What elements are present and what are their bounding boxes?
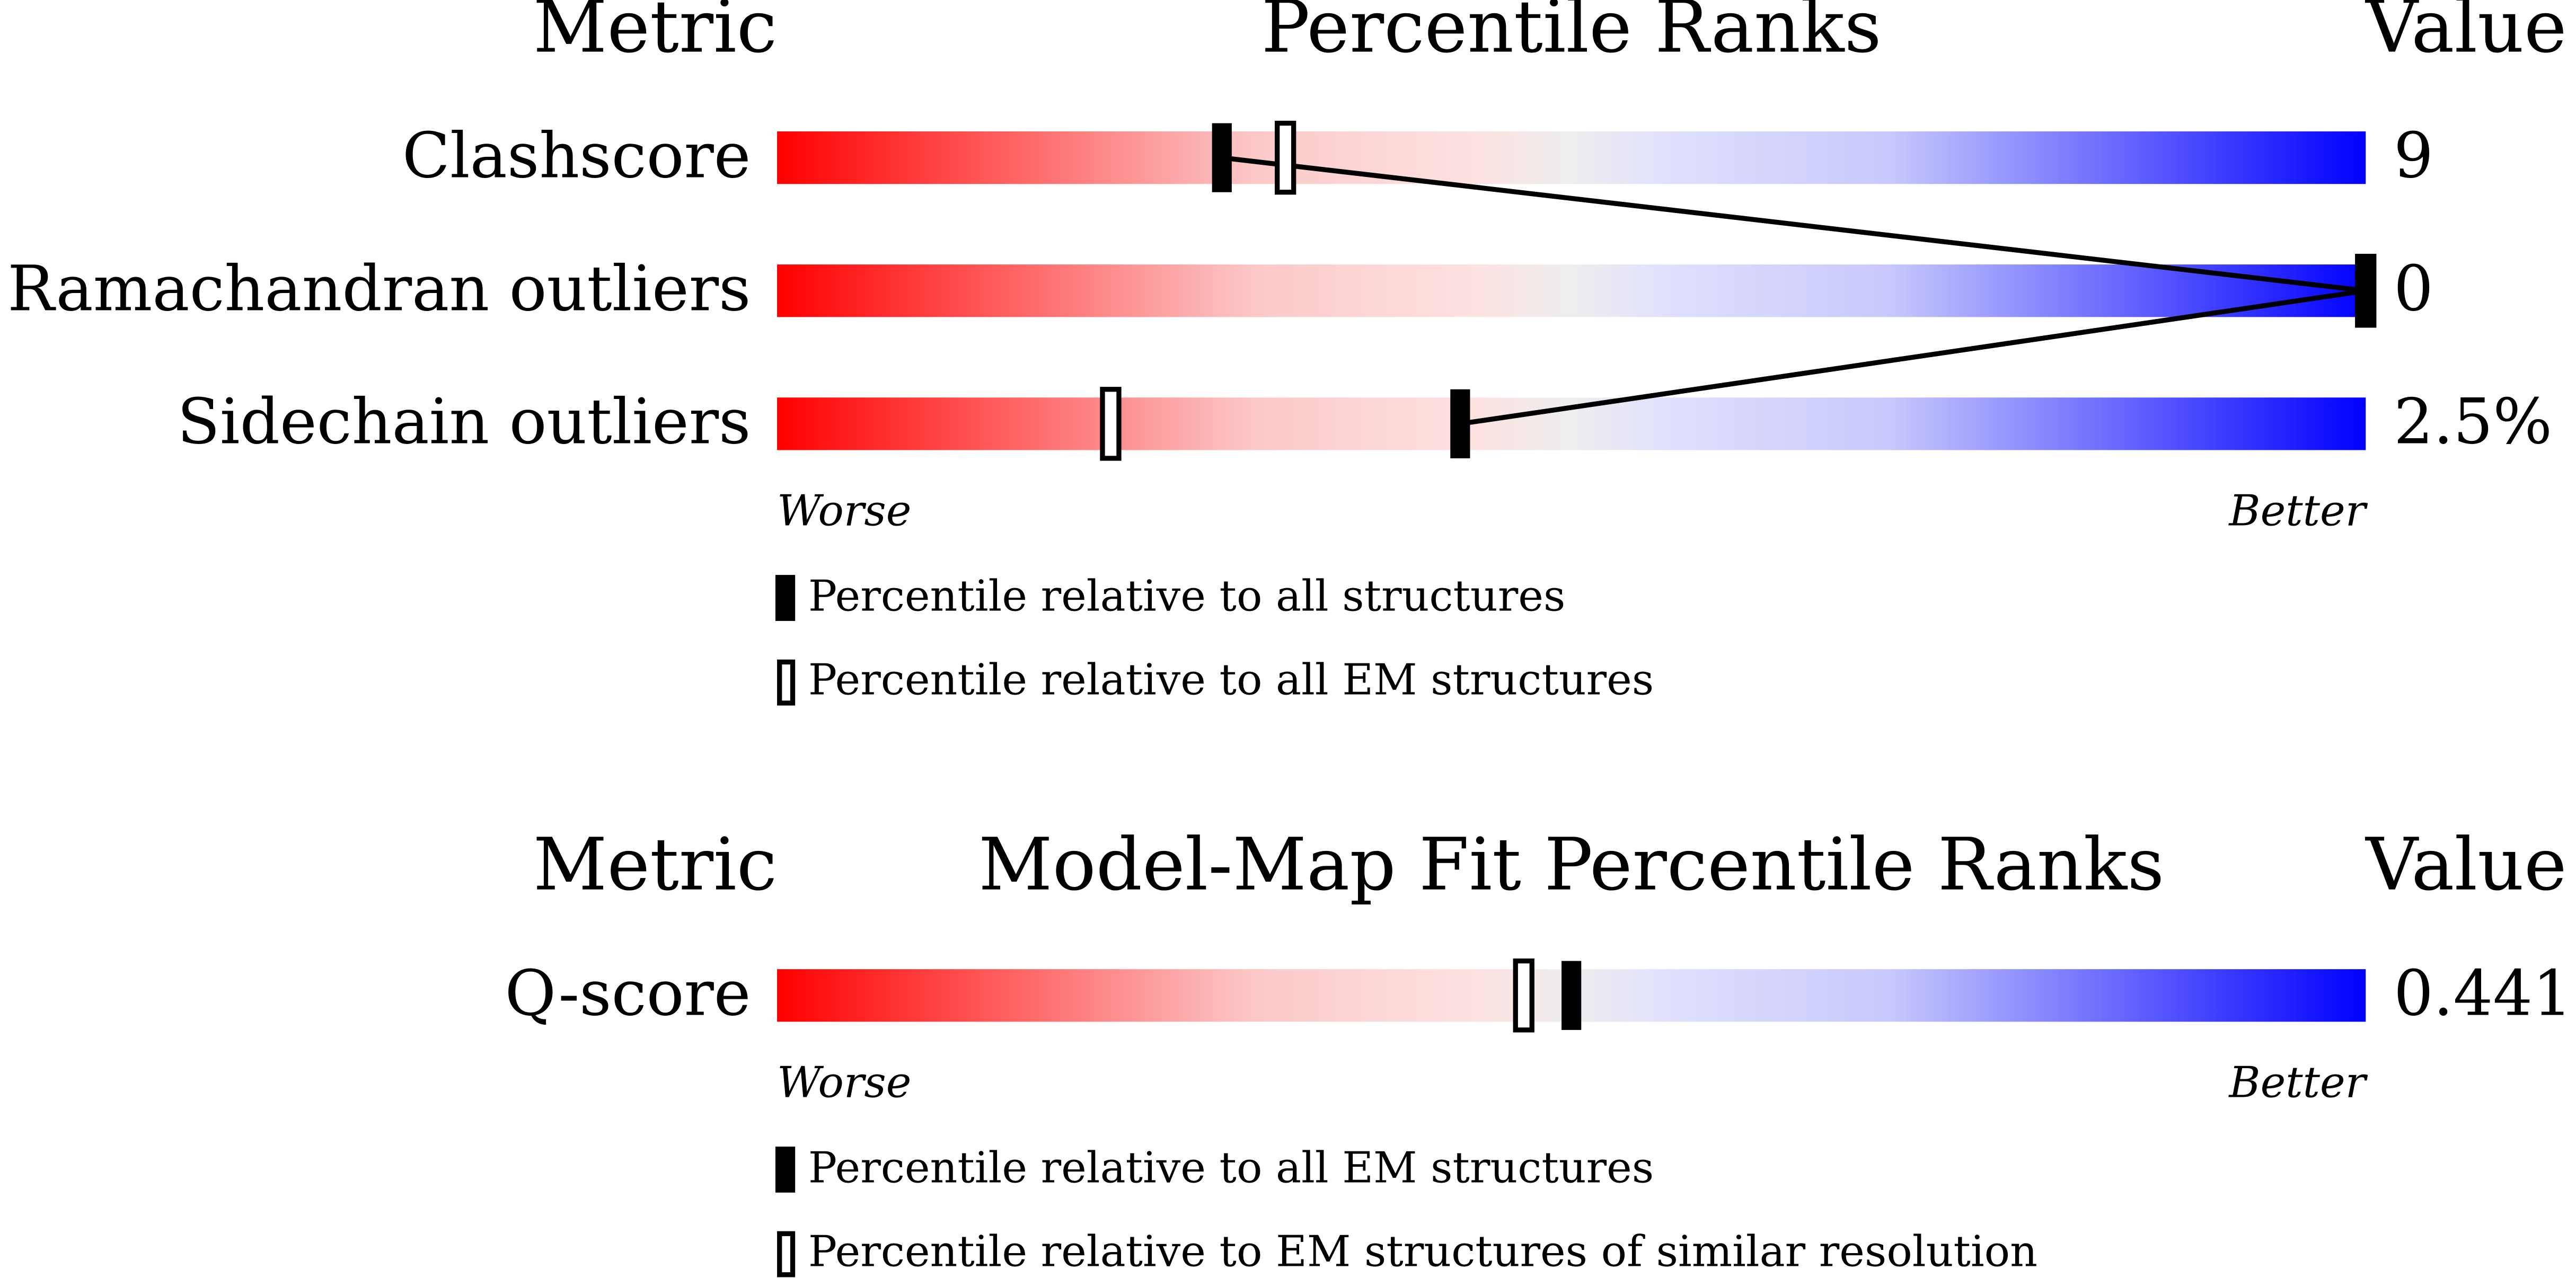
worse-label: Worse	[777, 486, 911, 536]
slider-bar	[777, 264, 2366, 317]
legend-label: Percentile relative to EM structures of …	[808, 1227, 2037, 1277]
metric-value: 0.441	[2394, 957, 2572, 1030]
percentile-marker-filled	[1450, 389, 1470, 458]
value-header: Value	[2365, 823, 2566, 907]
percentile-marker-filled	[1212, 123, 1232, 192]
legend-label: Percentile relative to all EM structures	[808, 655, 1654, 705]
metric-value: 0	[2394, 253, 2433, 325]
chart-title: Percentile Ranks	[1261, 0, 1882, 69]
metric-label: Clashscore	[402, 119, 751, 192]
percentile-marker-open	[1275, 120, 1296, 195]
worse-label: Worse	[777, 1058, 911, 1107]
metric-header: Metric	[533, 0, 777, 69]
legend-label: Percentile relative to all structures	[808, 572, 1565, 622]
better-label: Better	[2228, 486, 2368, 536]
slider-bar	[777, 131, 2366, 184]
value-header: Value	[2365, 0, 2566, 69]
metric-value: 9	[2394, 119, 2433, 192]
percentile-marker-open	[1513, 958, 1534, 1033]
metric-header: Metric	[533, 823, 777, 907]
metric-label: Q-score	[505, 957, 751, 1030]
legend-swatch-filled	[775, 575, 796, 621]
legend-swatch-open	[777, 1231, 796, 1277]
metric-label: Ramachandran outliers	[7, 253, 751, 325]
percentile-marker-open	[1100, 387, 1122, 461]
metric-value: 2.5%	[2394, 386, 2552, 458]
legend-swatch-filled	[775, 1146, 796, 1193]
chart-title: Model-Map Fit Percentile Ranks	[978, 823, 2164, 907]
metric-label: Sidechain outliers	[177, 386, 751, 458]
better-label: Better	[2228, 1058, 2368, 1107]
percentile-marker-filled	[1562, 961, 1582, 1030]
percentile-marker-filled	[2356, 256, 2376, 325]
legend-swatch-open	[777, 659, 796, 706]
legend-label: Percentile relative to all EM structures	[808, 1143, 1654, 1193]
